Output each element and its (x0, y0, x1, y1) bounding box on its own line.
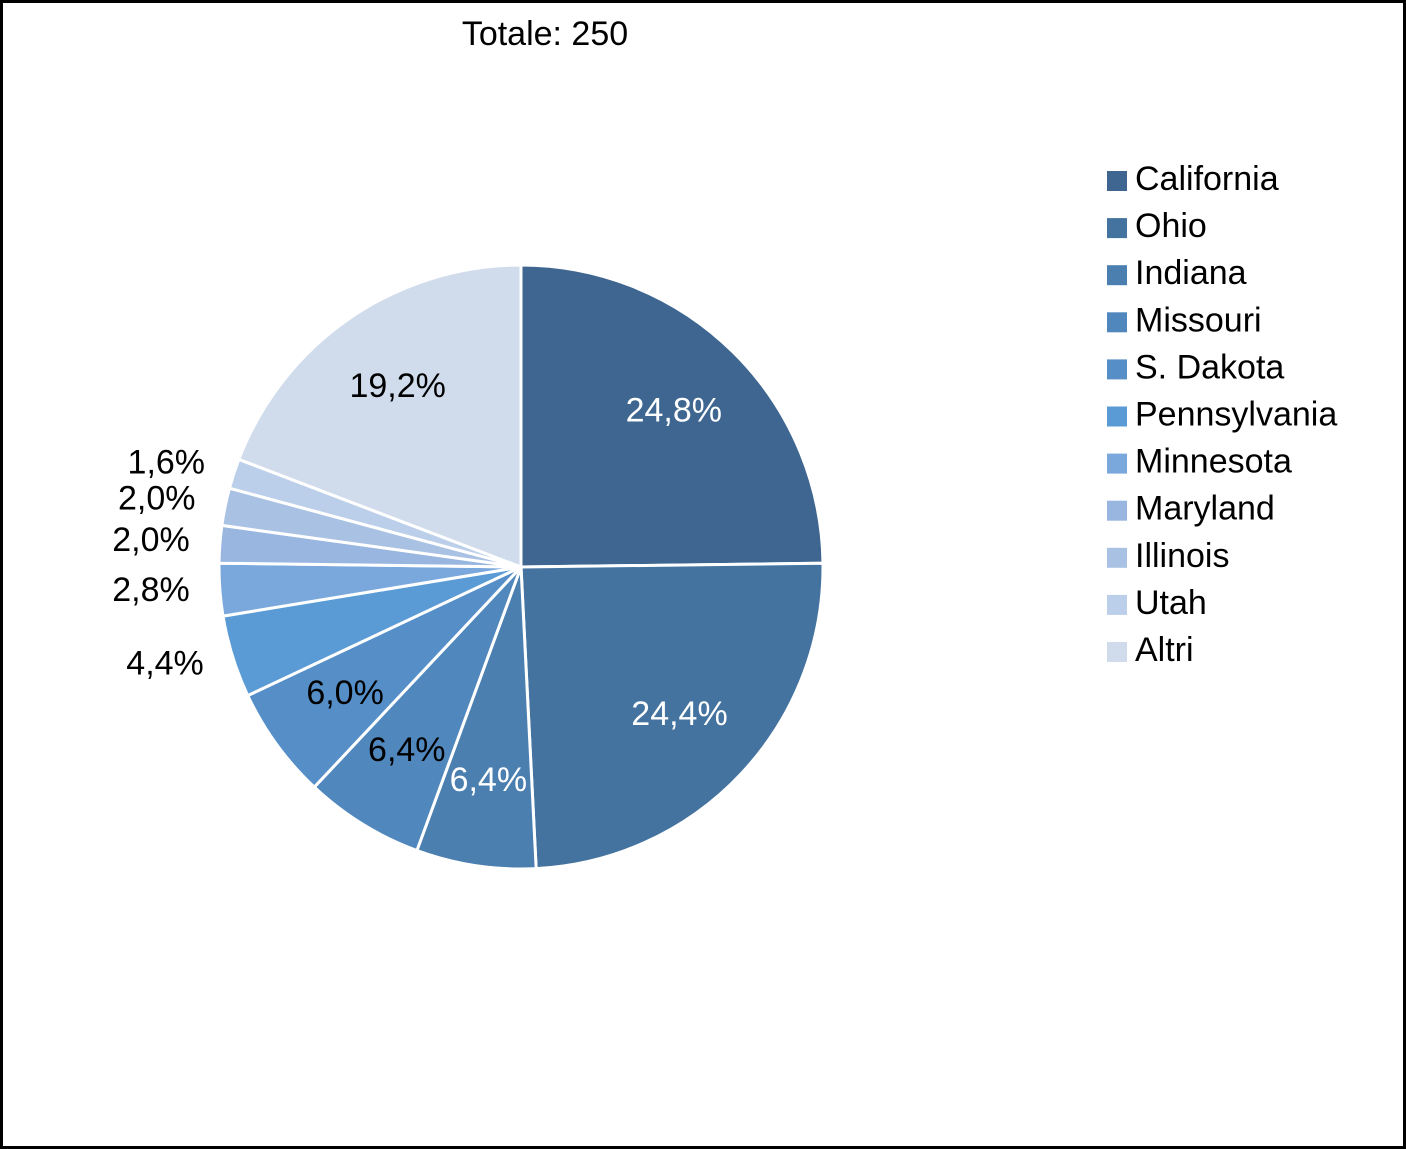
data-label: 6,4% (368, 731, 446, 769)
data-label: 24,8% (626, 391, 722, 429)
legend-swatch (1107, 406, 1127, 427)
legend-label: Altri (1135, 631, 1194, 669)
data-label: 6,4% (450, 761, 528, 799)
legend-swatch (1107, 218, 1127, 239)
legend-label: Indiana (1135, 254, 1247, 292)
legend-label: S. Dakota (1135, 348, 1284, 386)
data-label: 2,0% (112, 521, 190, 559)
legend-swatch (1107, 171, 1127, 191)
data-label: 2,8% (112, 571, 190, 609)
legend-swatch (1107, 453, 1127, 474)
legend-swatch (1107, 359, 1127, 380)
legend-label: Maryland (1135, 490, 1275, 528)
legend-label: Missouri (1135, 301, 1262, 339)
legend-swatch (1107, 547, 1127, 568)
pie-slice (519, 263, 825, 569)
legend-label: Ohio (1135, 207, 1207, 245)
data-label: 4,4% (126, 645, 204, 683)
legend-label: Utah (1135, 584, 1207, 622)
pie-slice (414, 566, 538, 871)
legend-label: California (1135, 160, 1279, 198)
data-label: 2,0% (118, 480, 196, 518)
legend-swatch (1107, 265, 1127, 286)
legend-label: Minnesota (1135, 443, 1292, 481)
pie-slice (236, 263, 523, 570)
legend-label: Pennsylvania (1135, 395, 1337, 433)
data-label: 24,4% (631, 695, 727, 733)
legend-swatch (1107, 642, 1127, 662)
chart-title: Totale: 250 (462, 15, 628, 53)
legend-label: Illinois (1135, 537, 1229, 575)
legend-swatch (1107, 500, 1127, 521)
pie-slice (519, 561, 825, 871)
legend-swatch (1107, 312, 1127, 333)
data-label: 1,6% (128, 443, 206, 481)
legend-swatch (1107, 594, 1127, 615)
data-label: 19,2% (349, 367, 445, 405)
pie-slice (312, 565, 523, 853)
data-label: 6,0% (306, 674, 384, 712)
